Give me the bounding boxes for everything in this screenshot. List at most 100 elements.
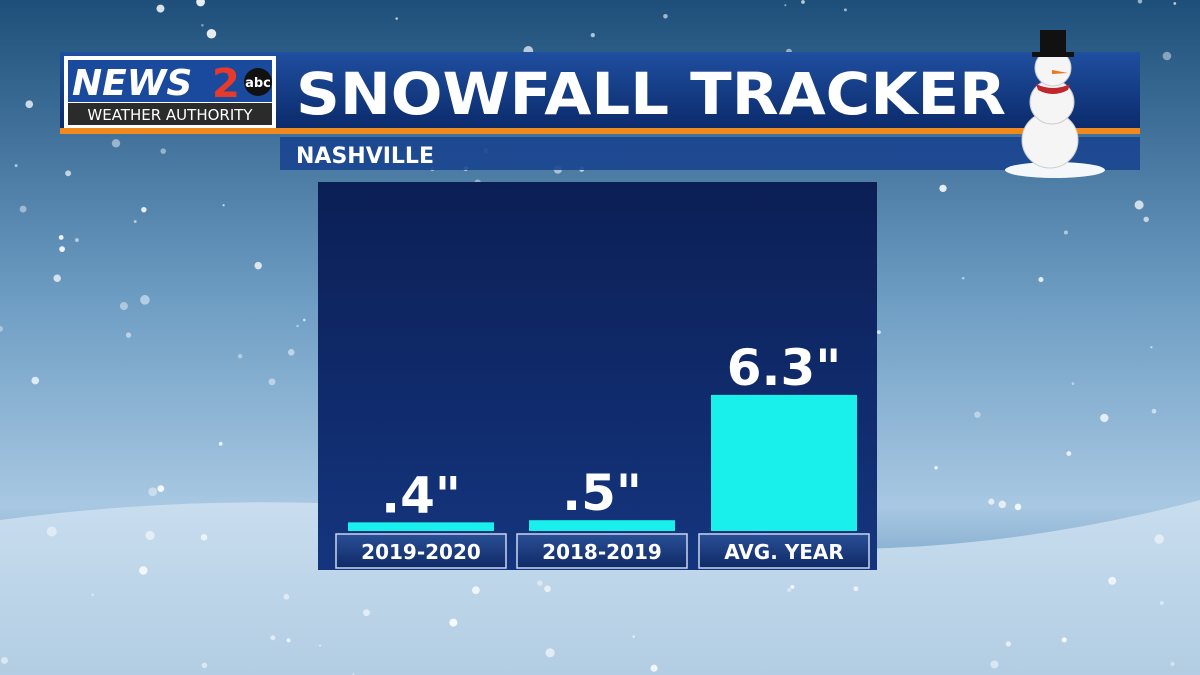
- category-label: 2018-2019: [542, 540, 662, 564]
- snowflake: [1162, 51, 1172, 61]
- snowflake: [148, 487, 158, 497]
- logo-channel: 2: [212, 61, 240, 107]
- snowflake: [31, 376, 40, 385]
- chart-subtitle: NASHVILLE: [296, 144, 434, 169]
- logo-network: abc: [245, 76, 271, 91]
- snowflake: [53, 274, 61, 283]
- snowflake: [934, 465, 938, 470]
- snowflake: [395, 17, 398, 20]
- snowflake: [133, 220, 137, 223]
- snow-bank: [0, 500, 1200, 675]
- snowflake: [537, 580, 543, 586]
- snowflake: [1159, 601, 1164, 605]
- snowflake: [91, 593, 94, 597]
- snowman: [1005, 30, 1105, 178]
- category-box: [516, 533, 688, 569]
- snowflake: [160, 148, 167, 154]
- snowflake: [111, 139, 121, 148]
- snowflake: [1071, 382, 1075, 386]
- snowflake: [286, 638, 291, 643]
- snowflake: [287, 349, 295, 356]
- snowflake: [268, 378, 276, 386]
- value-label: .5": [562, 464, 642, 522]
- snowflake: [14, 164, 18, 168]
- snowflake: [544, 585, 551, 593]
- snowflake: [663, 13, 668, 19]
- snowflake: [1150, 346, 1153, 349]
- snowflake: [206, 29, 217, 39]
- logo-name: NEWS: [72, 63, 192, 104]
- snowflake: [0, 656, 8, 664]
- snowflake: [352, 672, 355, 675]
- snowflake: [590, 33, 595, 38]
- snowflake: [545, 648, 555, 658]
- network-badge: [244, 68, 272, 96]
- snowflake: [296, 324, 299, 328]
- logo-tagline: WEATHER AUTHORITY: [87, 106, 253, 124]
- snowflake: [119, 302, 128, 311]
- plot: .4" 2019-2020 .5" 2018-2019 6.3" AVG. YEAR: [335, 339, 870, 569]
- snowflake: [140, 295, 150, 305]
- snowflake: [222, 204, 225, 207]
- snowflake: [1014, 503, 1022, 511]
- snowflake: [254, 261, 262, 270]
- snowflake: [196, 0, 205, 7]
- snowflake: [449, 618, 458, 627]
- snowflake: [125, 332, 132, 338]
- snowflake: [801, 0, 805, 4]
- snowflake: [58, 235, 64, 240]
- snowflake: [790, 585, 795, 589]
- subtitle-band: [280, 137, 1140, 170]
- snowflake: [843, 8, 847, 12]
- snowflake: [1151, 408, 1157, 414]
- snowflake: [632, 635, 636, 638]
- snowflake: [1108, 576, 1117, 585]
- snowflake: [1063, 230, 1068, 235]
- snowflake: [472, 586, 480, 595]
- snowflake: [201, 662, 208, 669]
- snowflake: [998, 500, 1007, 509]
- snowflake: [157, 485, 165, 493]
- snowflake: [1100, 413, 1109, 423]
- snowflake: [1143, 216, 1149, 223]
- snowflake: [787, 588, 791, 592]
- snowflake: [363, 609, 370, 617]
- snowflake: [74, 238, 79, 242]
- value-label: 6.3": [727, 339, 842, 397]
- snowflake: [201, 23, 204, 27]
- snowflake: [200, 533, 208, 541]
- snowflake: [650, 664, 658, 672]
- snowflake: [974, 411, 981, 418]
- snowflake: [302, 318, 306, 322]
- snowflake: [1170, 661, 1175, 667]
- snowflake: [1038, 277, 1044, 283]
- snowflake: [0, 326, 3, 332]
- bar: [711, 394, 857, 531]
- snowflake: [1134, 200, 1144, 210]
- accent-line: [60, 128, 1140, 134]
- snowflake: [141, 206, 147, 213]
- snowflake: [1137, 0, 1143, 4]
- logo-bottom: [68, 103, 272, 125]
- snowflake: [283, 593, 290, 600]
- snowflake: [237, 353, 243, 359]
- snowflake: [990, 660, 999, 669]
- snowflake: [961, 276, 965, 280]
- snowflake: [1061, 637, 1067, 643]
- snowflake: [319, 644, 322, 647]
- snowflake: [1154, 534, 1164, 544]
- snowflake: [19, 205, 27, 213]
- snowflake: [59, 246, 65, 252]
- snowflake: [218, 441, 223, 446]
- value-label: .4": [381, 466, 461, 524]
- logo-top: [68, 60, 272, 102]
- category-label: AVG. YEAR: [724, 540, 844, 564]
- snowflake: [270, 635, 276, 641]
- snowflake: [784, 4, 787, 7]
- snowflake: [988, 498, 995, 505]
- chart-title: SNOWFALL TRACKER: [296, 60, 1006, 128]
- snowflake: [939, 184, 947, 193]
- category-label: 2019-2020: [361, 540, 481, 564]
- snowflake: [1005, 641, 1011, 647]
